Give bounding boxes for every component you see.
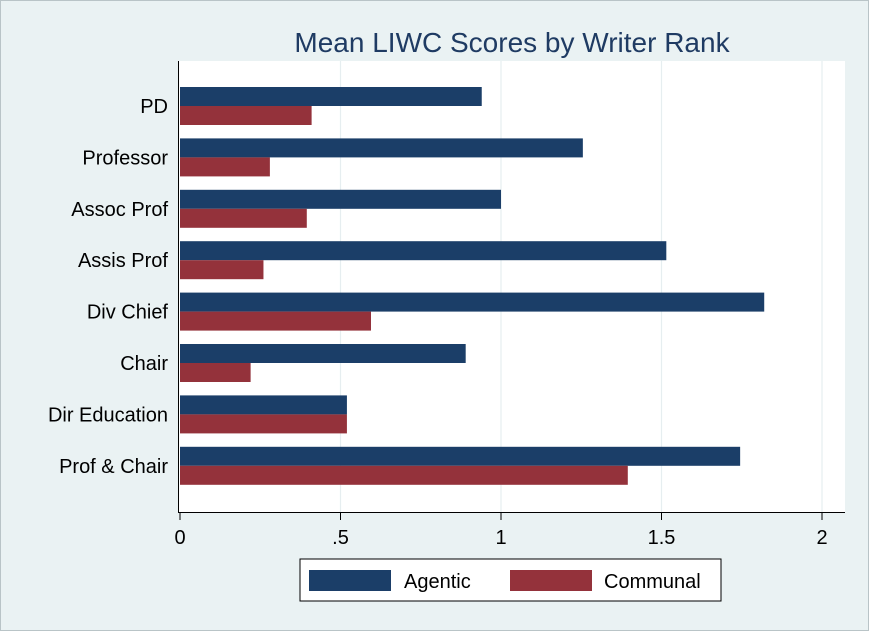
category-label: Dir Education <box>48 404 168 426</box>
bar-agentic-7 <box>180 446 741 466</box>
bar-agentic-5 <box>180 344 466 363</box>
x-tick-label: 0 <box>174 527 185 549</box>
x-tick-label: 2 <box>816 527 827 549</box>
category-label: Assis Prof <box>78 250 168 272</box>
bar-communal-6 <box>180 414 347 434</box>
bar-agentic-2 <box>180 189 501 209</box>
bars <box>180 87 765 485</box>
plot-area <box>178 61 845 512</box>
category-label: Prof & Chair <box>59 456 168 478</box>
bar-agentic-4 <box>180 292 765 312</box>
bar-communal-5 <box>180 363 251 382</box>
bar-communal-7 <box>180 465 628 485</box>
bar-communal-4 <box>180 311 371 331</box>
legend: Agentic Communal <box>299 558 722 602</box>
legend-swatch-agentic <box>309 570 391 591</box>
bar-communal-3 <box>180 260 264 280</box>
category-label: Professor <box>82 147 168 169</box>
category-label: Chair <box>120 353 168 375</box>
chart-title: Mean LIWC Scores by Writer Rank <box>294 27 730 58</box>
category-label: Div Chief <box>87 302 169 324</box>
x-axis: 0 .5 1 1.5 2 <box>174 61 845 549</box>
category-label: PD <box>140 96 168 118</box>
category-label: Assoc Prof <box>71 199 168 221</box>
bar-agentic-1 <box>180 138 583 158</box>
legend-label-communal: Communal <box>604 571 701 593</box>
bar-communal-1 <box>180 157 270 177</box>
x-tick-label: 1 <box>495 527 506 549</box>
x-tick-label: .5 <box>332 527 349 549</box>
legend-label-agentic: Agentic <box>404 571 471 593</box>
bar-communal-2 <box>180 208 307 228</box>
gridlines <box>339 61 823 512</box>
bar-agentic-6 <box>180 395 347 415</box>
x-tick-label: 1.5 <box>648 527 676 549</box>
bar-agentic-0 <box>180 87 482 106</box>
bar-agentic-3 <box>180 241 667 261</box>
category-labels: PD Professor Assoc Prof Assis Prof Div Chief… <box>48 96 169 478</box>
legend-swatch-communal <box>510 570 592 591</box>
bar-communal-0 <box>180 106 312 125</box>
